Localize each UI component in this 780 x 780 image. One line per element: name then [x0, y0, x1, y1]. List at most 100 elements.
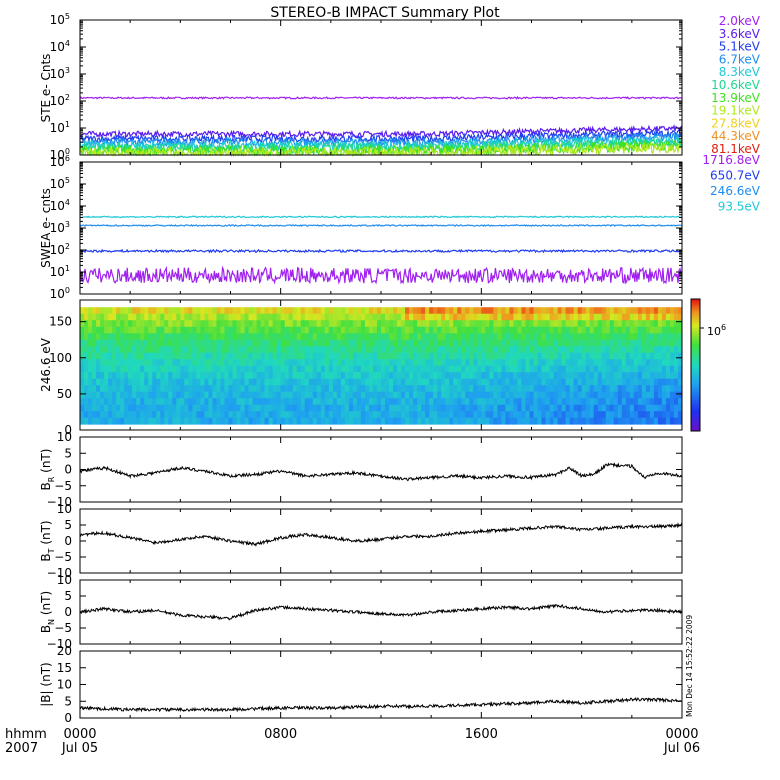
heatmap-cell [104, 352, 109, 360]
heatmap-cell [389, 378, 394, 386]
heatmap-cell [421, 398, 426, 406]
heatmap-cell [348, 378, 354, 386]
heatmap-cell [132, 313, 137, 321]
heatmap-cell [593, 339, 599, 347]
y-tick-label: 100 [50, 147, 70, 162]
heatmap-cell [296, 352, 302, 360]
heatmap-cell [513, 339, 518, 347]
heatmap-cell [112, 378, 117, 386]
heatmap-cell [172, 372, 177, 380]
heatmap-cell [517, 385, 522, 393]
heatmap-cell [425, 307, 430, 315]
heatmap-cell [533, 307, 538, 315]
heatmap-cell [621, 365, 627, 373]
heatmap-cell [328, 359, 334, 367]
heatmap-cell [429, 372, 434, 380]
heatmap-cell [625, 411, 631, 419]
heatmap-cell [348, 339, 354, 347]
heatmap-cell [368, 378, 374, 386]
heatmap-cell [457, 385, 462, 393]
heatmap-cell [509, 339, 514, 347]
heatmap-cell [356, 320, 362, 328]
heatmap-cell [248, 372, 253, 380]
heatmap-cell [485, 326, 490, 334]
heatmap-cell [517, 326, 522, 334]
heatmap-cell [385, 339, 390, 347]
x-tick-label: 0800 [264, 727, 297, 742]
heatmap-cell [92, 326, 97, 334]
heatmap-cell [168, 411, 173, 419]
heatmap-cell [629, 398, 635, 406]
heatmap-cell [156, 307, 161, 315]
heatmap-cell [172, 339, 177, 347]
heatmap-cell [248, 404, 253, 412]
heatmap-cell [605, 326, 611, 334]
heatmap-cell [324, 404, 330, 412]
heatmap-cell [601, 307, 607, 315]
heatmap-cell [405, 359, 410, 367]
heatmap-cell [645, 378, 651, 386]
heatmap-cell [120, 398, 125, 406]
heatmap-cell [224, 307, 229, 315]
heatmap-cell [673, 404, 679, 412]
heatmap-cell [457, 326, 462, 334]
heatmap-cell [581, 385, 587, 393]
heatmap-cell [649, 398, 655, 406]
heatmap-cell [212, 417, 217, 425]
heatmap-cell [260, 346, 266, 354]
heatmap-cell [372, 352, 378, 360]
heatmap-cell [244, 378, 249, 386]
heatmap-cell [537, 352, 542, 360]
heatmap-cell [449, 391, 454, 399]
heatmap-cell [481, 359, 486, 367]
heatmap-cell [461, 333, 466, 341]
heatmap-cell [505, 313, 510, 321]
heatmap-cell [669, 313, 675, 321]
heatmap-cell [669, 346, 675, 354]
heatmap-cell [517, 391, 522, 399]
heatmap-cell [481, 398, 486, 406]
y-tick-label: 10 [57, 502, 72, 516]
heatmap-cell [641, 307, 647, 315]
heatmap-cell [228, 326, 233, 334]
heatmap-cell [453, 365, 458, 373]
heatmap-cell [433, 320, 438, 328]
heatmap-cell [401, 417, 406, 425]
heatmap-cell [425, 359, 430, 367]
heatmap-cell [288, 307, 294, 315]
heatmap-cell [677, 411, 683, 419]
heatmap-cell [360, 359, 366, 367]
heatmap-cell [196, 307, 201, 315]
heatmap-cell [597, 326, 603, 334]
heatmap-cell [104, 391, 109, 399]
heatmap-cell [425, 346, 430, 354]
heatmap-cell [513, 359, 518, 367]
heatmap-cell [336, 365, 342, 373]
heatmap-cell [340, 352, 346, 360]
heatmap-cell [148, 307, 153, 315]
heatmap-cell [557, 385, 562, 393]
y-tick-exponent: 6 [65, 154, 70, 163]
heatmap-cell [224, 313, 229, 321]
heatmap-cell [521, 398, 526, 406]
heatmap-cell [569, 333, 575, 341]
panel-ylabel: |B| (nT) [39, 662, 53, 706]
heatmap-cell [413, 391, 418, 399]
heatmap-cell [385, 417, 390, 425]
heatmap-cell [196, 346, 201, 354]
heatmap-cell [164, 411, 169, 419]
heatmap-cell [549, 352, 554, 360]
heatmap-cell [136, 365, 141, 373]
heatmap-cell [228, 333, 233, 341]
heatmap-cell [336, 320, 342, 328]
heatmap-cell [108, 307, 113, 315]
heatmap-cell [569, 320, 575, 328]
colorbar-exponent: 6 [721, 323, 726, 332]
heatmap-cell [565, 385, 571, 393]
heatmap-cell [469, 385, 474, 393]
heatmap-cell [485, 352, 490, 360]
heatmap-cell [308, 378, 314, 386]
heatmap-cell [657, 326, 663, 334]
heatmap-cell [292, 411, 298, 419]
ste-legend: 2.0keV3.6keV5.1keV6.7keV8.3keV10.6keV13.… [711, 14, 761, 156]
